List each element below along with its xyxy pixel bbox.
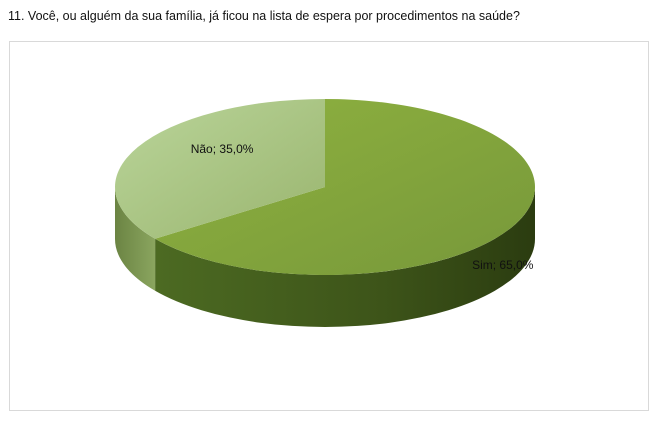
data-label-não: Não; 35,0% xyxy=(191,142,254,156)
question-title: 11. Você, ou alguém da sua família, já f… xyxy=(8,9,520,23)
data-label-sim: Sim; 65,0% xyxy=(472,258,534,272)
pie-slice-side-sim xyxy=(155,187,535,327)
pie-slice-não xyxy=(114,99,325,239)
chart-frame: Sim; 65,0% Não; 35,0% xyxy=(9,41,649,411)
pie-slice-side-não xyxy=(115,187,156,291)
pie-slice-sim xyxy=(155,99,535,275)
pie-chart: Sim; 65,0% Não; 35,0% xyxy=(114,99,535,327)
